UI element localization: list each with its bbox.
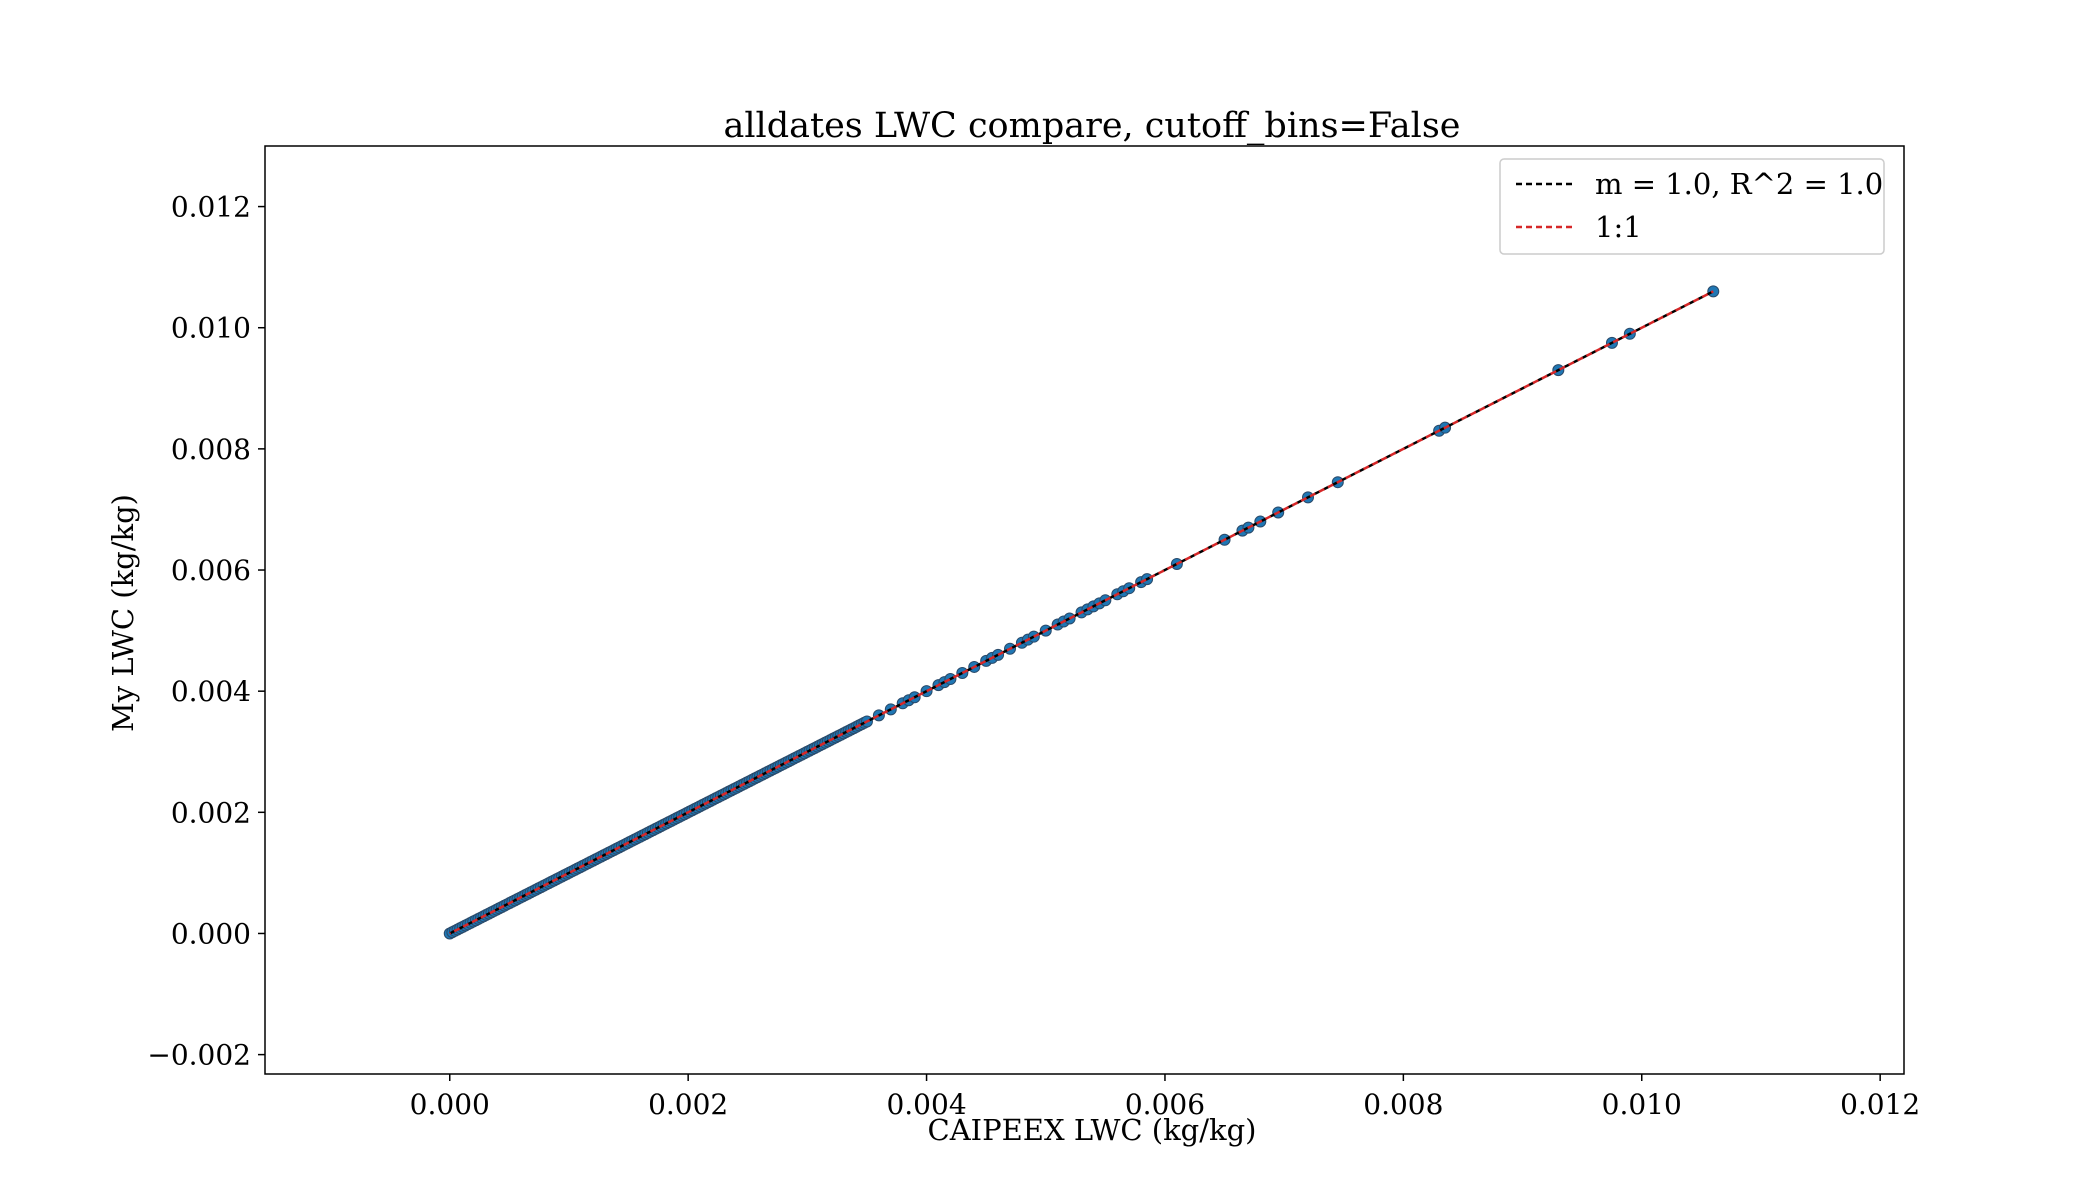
y-tick-label: −0.002 — [147, 1039, 251, 1072]
x-tick-label: 0.006 — [1125, 1088, 1205, 1121]
fit-line — [449, 290, 1714, 935]
x-tick-label: 0.000 — [410, 1088, 490, 1121]
plot-frame — [264, 145, 1905, 1075]
chart-title: alldates LWC compare, cutoff_bins=False — [723, 106, 1460, 146]
y-tick-label: 0.012 — [171, 191, 251, 224]
y-tick-label: 0.006 — [171, 554, 251, 587]
one-to-one-line — [449, 290, 1714, 935]
y-tick-label: 0.000 — [171, 917, 251, 950]
legend-box — [1499, 158, 1885, 255]
legend: m = 1.0, R^2 = 1.0 1:1 — [1499, 158, 1885, 255]
axis-ticks: 0.000 0.002 0.004 0.006 0.008 0.010 0.012 −0.00… — [147, 191, 1920, 1121]
legend-one-to-one-label: 1:1 — [1595, 210, 1642, 244]
legend-fit-line-label: m = 1.0, R^2 = 1.0 — [1595, 167, 1883, 201]
y-tick-label: 0.004 — [171, 675, 251, 708]
y-axis-label: My LWC (kg/kg) — [106, 494, 140, 732]
x-tick-label: 0.012 — [1840, 1088, 1920, 1121]
plot-area — [264, 145, 1905, 1075]
x-tick-label: 0.002 — [648, 1088, 728, 1121]
x-tick-label: 0.004 — [886, 1088, 966, 1121]
x-tick-label: 0.010 — [1602, 1088, 1682, 1121]
y-tick-label: 0.010 — [171, 312, 251, 345]
x-axis-label: CAIPEEX LWC (kg/kg) — [928, 1113, 1257, 1147]
x-tick-label: 0.008 — [1363, 1088, 1443, 1121]
y-tick-label: 0.008 — [171, 433, 251, 466]
y-tick-label: 0.002 — [171, 796, 251, 829]
